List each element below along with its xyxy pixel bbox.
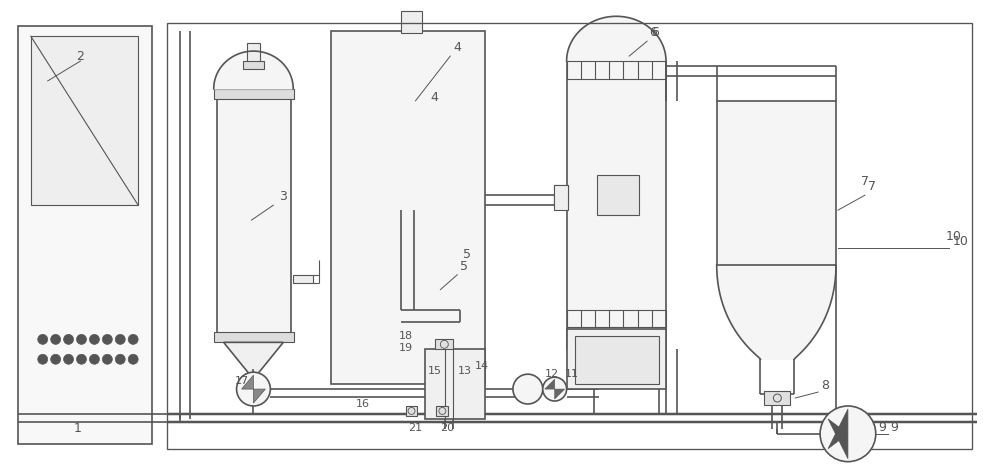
Circle shape	[820, 406, 876, 462]
Text: 17: 17	[235, 376, 249, 386]
Circle shape	[102, 354, 112, 364]
Bar	[246, 379, 261, 401]
Bar	[554, 185, 568, 210]
Circle shape	[64, 335, 74, 345]
Bar	[567, 61, 666, 349]
Bar	[243, 61, 264, 69]
Bar	[247, 43, 260, 63]
Polygon shape	[214, 51, 293, 89]
Bar	[717, 101, 836, 265]
Circle shape	[64, 354, 74, 364]
Bar	[167, 23, 972, 449]
Text: 21: 21	[409, 423, 423, 433]
Text: 9: 9	[878, 421, 886, 434]
Circle shape	[543, 377, 567, 401]
Polygon shape	[717, 265, 836, 359]
Circle shape	[89, 354, 99, 364]
Circle shape	[51, 354, 61, 364]
Circle shape	[102, 335, 112, 345]
Bar	[214, 332, 294, 342]
Bar	[430, 382, 444, 400]
Bar	[575, 337, 659, 384]
Text: 2: 2	[77, 49, 84, 63]
Circle shape	[128, 335, 138, 345]
Circle shape	[513, 374, 543, 404]
Polygon shape	[555, 389, 565, 399]
Bar	[31, 36, 138, 205]
Polygon shape	[224, 342, 283, 379]
Text: 6: 6	[649, 26, 657, 39]
Bar	[460, 382, 474, 400]
Text: 4: 4	[430, 91, 438, 104]
Polygon shape	[567, 16, 666, 61]
Bar	[567, 310, 666, 328]
Bar	[401, 11, 422, 33]
Polygon shape	[828, 409, 848, 449]
Circle shape	[237, 372, 270, 406]
Text: 13: 13	[458, 366, 472, 376]
Bar	[764, 391, 790, 405]
Bar	[554, 185, 568, 197]
Bar	[331, 31, 485, 384]
Circle shape	[115, 354, 125, 364]
Circle shape	[38, 335, 48, 345]
Text: 11: 11	[565, 369, 579, 379]
Circle shape	[51, 335, 61, 345]
Text: 12: 12	[545, 369, 559, 379]
Circle shape	[89, 335, 99, 345]
Circle shape	[38, 354, 48, 364]
Bar	[567, 329, 666, 389]
Text: 18: 18	[399, 331, 413, 341]
Polygon shape	[242, 375, 253, 389]
Circle shape	[128, 354, 138, 364]
Text: 1: 1	[74, 423, 81, 435]
Bar	[18, 26, 152, 444]
Text: 6: 6	[651, 26, 659, 39]
Text: 7: 7	[868, 180, 876, 193]
Text: 20: 20	[440, 423, 454, 433]
Text: 5: 5	[463, 248, 471, 261]
Polygon shape	[828, 419, 848, 459]
Polygon shape	[253, 389, 265, 403]
Bar	[554, 195, 568, 205]
Text: 15: 15	[427, 366, 441, 376]
Bar	[567, 61, 666, 79]
Polygon shape	[545, 379, 555, 389]
Circle shape	[77, 335, 86, 345]
Bar	[425, 349, 485, 419]
Text: 5: 5	[460, 260, 468, 273]
Text: 14: 14	[475, 361, 489, 371]
Text: 7: 7	[861, 175, 869, 188]
Bar	[597, 175, 639, 215]
Text: 10: 10	[945, 230, 961, 243]
Circle shape	[115, 335, 125, 345]
Circle shape	[77, 354, 86, 364]
Bar	[436, 406, 448, 416]
Bar	[214, 89, 294, 99]
Bar	[435, 339, 453, 349]
Text: 9: 9	[891, 421, 899, 434]
Text: 4: 4	[453, 41, 461, 54]
Bar	[406, 406, 417, 416]
Bar	[293, 275, 313, 283]
Text: 8: 8	[821, 379, 829, 392]
Text: 19: 19	[399, 343, 413, 353]
Text: 16: 16	[356, 399, 370, 409]
Text: 10: 10	[952, 235, 968, 248]
Text: 3: 3	[279, 190, 287, 203]
Bar	[217, 91, 291, 335]
